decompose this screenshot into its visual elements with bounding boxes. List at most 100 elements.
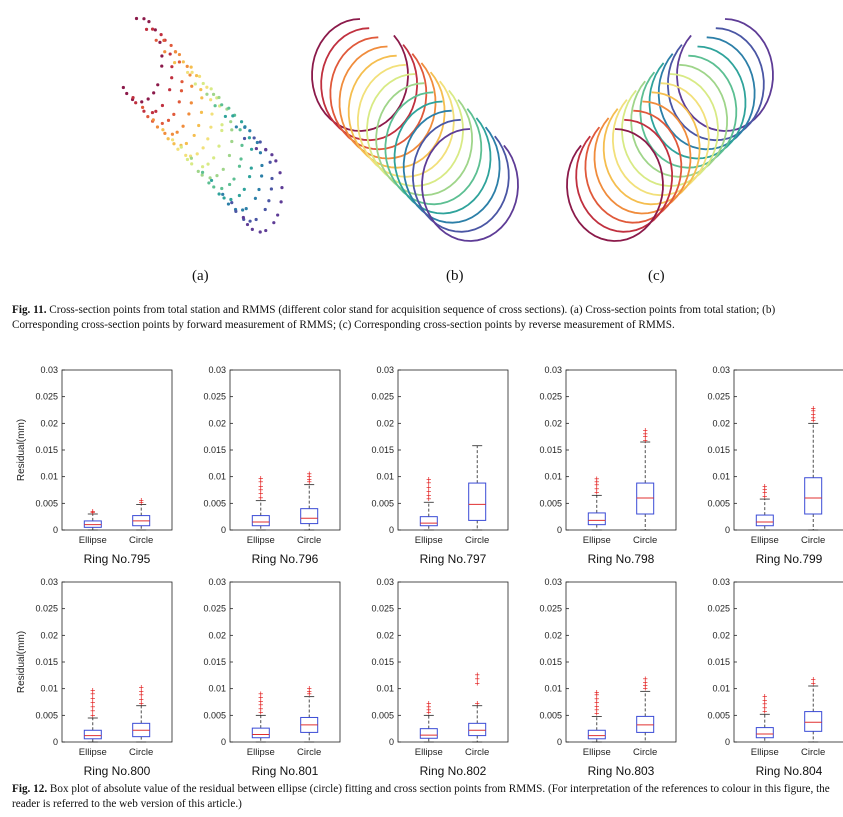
y-tick-label: 0 [389, 737, 394, 747]
outlier-marker: + [426, 494, 431, 504]
outlier-marker: + [426, 478, 431, 488]
plot-title: Ring No.795 [84, 552, 151, 566]
section-point [187, 112, 191, 116]
outlier-marker: + [139, 497, 144, 507]
section-point [154, 109, 158, 113]
outlier-marker: + [90, 689, 95, 699]
section-point [276, 213, 280, 217]
plot-frame [565, 581, 677, 743]
x-tick-label: Ellipse [79, 535, 107, 546]
plot-frame [397, 369, 509, 531]
y-tick-label: 0.015 [371, 657, 394, 667]
section-point [184, 141, 188, 146]
box [419, 516, 438, 527]
outlier-marker: + [811, 409, 816, 419]
section-point [153, 28, 157, 32]
section-ring [657, 36, 756, 151]
outlier-marker: + [594, 488, 599, 498]
section-point [212, 156, 216, 160]
outlier-marker: + [307, 477, 312, 487]
x-tick-label: Ellipse [79, 747, 107, 758]
section-point [200, 165, 205, 169]
section-point [185, 64, 189, 68]
outlier-marker: + [762, 491, 767, 501]
section-ring [384, 91, 483, 206]
section-point [215, 174, 219, 178]
outlier-marker: + [258, 689, 263, 699]
y-tick-label: 0.015 [203, 445, 226, 455]
section-point [184, 153, 188, 157]
plot-title: Ring No.803 [588, 764, 655, 778]
y-tick-label: 0.01 [376, 472, 394, 482]
section-point [217, 95, 221, 100]
y-tick-label: 0.03 [376, 365, 394, 375]
plot-title: Ring No.804 [756, 764, 823, 778]
x-tick-label: Circle [129, 747, 153, 758]
figure-11-caption-text: Cross-section points from total station … [12, 304, 776, 331]
y-tick-label: 0.01 [40, 472, 58, 482]
section-point [242, 136, 247, 141]
section-point [252, 136, 256, 140]
box-plot: 00.0050.010.0150.020.0250.03++++++Ellips… [371, 365, 509, 566]
section-point [205, 85, 209, 89]
section-point [194, 74, 199, 78]
section-point [241, 215, 245, 220]
y-tick-label: 0.03 [40, 365, 58, 375]
outlier-marker: + [139, 699, 144, 709]
section-point [151, 118, 155, 122]
section-point [170, 65, 174, 69]
y-tick-label: 0.025 [371, 604, 394, 614]
outlier-marker: + [90, 706, 95, 716]
section-point [134, 101, 138, 105]
section-point [234, 125, 238, 129]
outlier-marker: + [426, 490, 431, 500]
outlier-marker: + [258, 481, 263, 491]
outlier-marker: + [139, 690, 144, 700]
section-point [147, 20, 151, 24]
outlier-marker: + [594, 474, 599, 484]
y-tick-label: 0.01 [712, 684, 730, 694]
section-point [177, 100, 181, 104]
section-ring [393, 100, 492, 215]
section-point [239, 120, 244, 124]
y-tick-label: 0.015 [371, 445, 394, 455]
section-point [142, 17, 146, 21]
section-point [197, 74, 202, 78]
section-ring [366, 73, 464, 187]
outlier-marker: + [475, 699, 480, 709]
section-point [258, 140, 262, 144]
outlier-marker: + [258, 700, 263, 710]
section-point [227, 106, 231, 110]
outlier-marker: + [762, 695, 767, 705]
outlier-marker: + [426, 708, 431, 718]
outlier-marker: + [811, 416, 816, 426]
section-point [175, 130, 179, 134]
section-point [220, 128, 224, 133]
y-tick-label: 0.02 [544, 630, 562, 640]
section-point [272, 221, 276, 225]
plot-title: Ring No.802 [420, 764, 487, 778]
section-point [156, 83, 160, 87]
section-point [220, 186, 224, 191]
section-point [142, 109, 146, 113]
panel-label-a: (a) [192, 268, 209, 284]
section-point [269, 187, 273, 191]
section-point [160, 64, 164, 68]
section-point [201, 81, 205, 86]
section-point [230, 139, 234, 144]
panel-label-c: (c) [648, 268, 665, 284]
section-point [158, 40, 162, 44]
box [755, 727, 774, 739]
y-tick-label: 0.02 [40, 630, 58, 640]
box [804, 711, 823, 732]
section-point [279, 200, 283, 204]
y-tick-label: 0.015 [707, 657, 730, 667]
outlier-marker: + [258, 693, 263, 703]
section-point [172, 112, 176, 116]
section-point [248, 129, 252, 133]
box-plot: 00.0050.010.0150.020.0250.03+++++Ellipse… [539, 365, 677, 566]
section-ring [421, 128, 519, 242]
outlier-marker: + [643, 435, 648, 445]
y-tick-label: 0.01 [544, 472, 562, 482]
plot-frame [397, 581, 509, 743]
